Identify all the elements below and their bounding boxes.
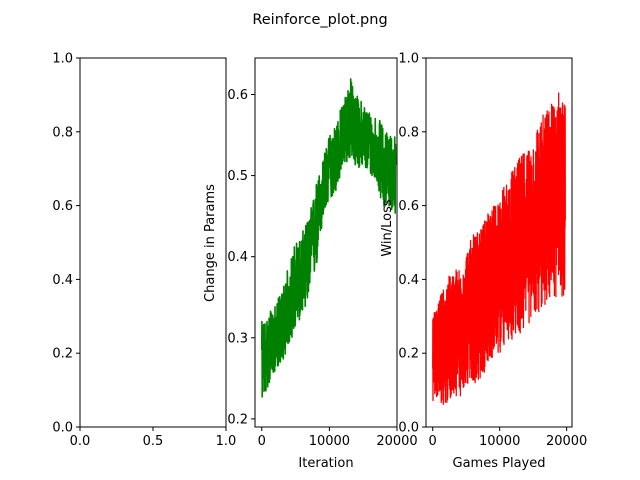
x-tick-label: 1.0 xyxy=(216,434,237,449)
subplot-change-in-params: 0 10000 20000 0.2 0.3 0.4 0.5 0.6 Iteration Chang… xyxy=(203,57,418,471)
y-tick-label: 0.4 xyxy=(52,273,73,288)
data-line-series-0 xyxy=(432,92,566,405)
y-tick-label: 0.2 xyxy=(52,347,73,362)
subplot-empty: 0.0 0.5 1.0 0.0 0.2 0.4 0.6 0.8 1.0 xyxy=(52,52,236,450)
x-tick-label: 0.5 xyxy=(143,434,164,449)
y-tick-label: 0.6 xyxy=(227,88,248,103)
x-tick-label: 0 xyxy=(258,434,266,449)
x-axis-label: Games Played xyxy=(453,456,546,471)
y-tick-label: 0.6 xyxy=(398,199,419,214)
y-tick-label: 0.2 xyxy=(227,412,248,427)
x-tick-label: 0 xyxy=(429,434,437,449)
axes-frame xyxy=(425,57,573,428)
x-tick-label: 10000 xyxy=(309,434,350,449)
y-tick-label: 1.0 xyxy=(398,52,419,67)
figure-title: Reinforce_plot.png xyxy=(252,12,387,28)
x-axis-label: Iteration xyxy=(298,456,353,471)
y-axis-label: Win/Loss xyxy=(380,199,395,257)
data-line-series-0 xyxy=(260,78,397,398)
x-tick-label: 0.0 xyxy=(70,434,91,449)
y-tick-label: 0.0 xyxy=(52,421,73,436)
y-axis-label: Change in Params xyxy=(203,184,218,302)
y-tick-label: 0.3 xyxy=(227,331,248,346)
y-tick-label: 0.4 xyxy=(227,250,248,265)
y-tick-label: 1.0 xyxy=(52,52,73,67)
x-tick-label: 20000 xyxy=(546,434,587,449)
axes-frame xyxy=(254,57,398,428)
subplot-win-loss: 0 10000 20000 0.0 0.2 0.4 0.6 0.8 1.0 Games Playe… xyxy=(380,52,587,472)
y-tick-label: 0.2 xyxy=(398,347,419,362)
y-tick-label: 0.5 xyxy=(227,169,248,184)
y-tick-label: 0.6 xyxy=(52,199,73,214)
x-tick-label: 20000 xyxy=(376,434,417,449)
x-tick-label: 10000 xyxy=(479,434,520,449)
y-tick-label: 0.8 xyxy=(52,125,73,140)
y-tick-label: 0.8 xyxy=(398,125,419,140)
y-tick-label: 0.4 xyxy=(398,273,419,288)
y-tick-label: 0.0 xyxy=(398,421,419,436)
